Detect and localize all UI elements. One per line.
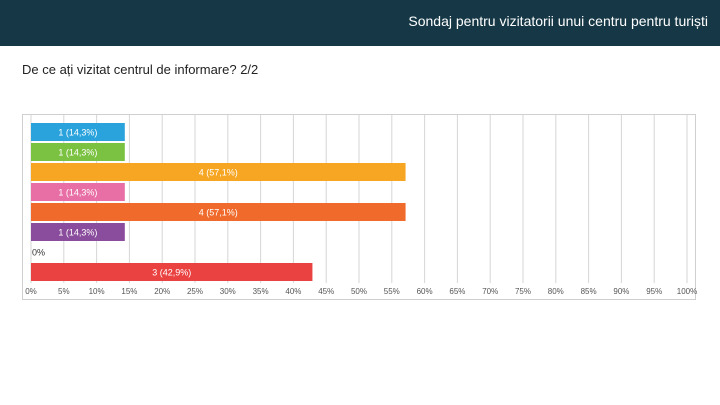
x-tick-label: 55% xyxy=(384,287,400,296)
x-tick-label: 10% xyxy=(89,287,105,296)
header-title: Sondaj pentru vizitatorii unui centru pe… xyxy=(408,13,708,29)
bar xyxy=(31,223,125,241)
bar-data-label: 1 (14,3%) xyxy=(58,128,97,138)
x-tick-label: 15% xyxy=(121,287,137,296)
bar-chart: 0% 5% 10% 15% 20% 25% 30% 35% 40% 45% 50% 55% 60% 65%… xyxy=(25,115,697,296)
x-tick-label: 60% xyxy=(417,287,433,296)
x-tick-label: 100% xyxy=(677,287,697,296)
bar xyxy=(31,183,125,201)
bar-data-label: 1 (14,3%) xyxy=(58,228,97,238)
header-bar: Sondaj pentru vizitatorii unui centru pe… xyxy=(0,0,720,46)
x-tick-label: 25% xyxy=(187,287,203,296)
x-tick-label: 90% xyxy=(613,287,629,296)
x-tick-label: 35% xyxy=(253,287,269,296)
x-tick-label: 70% xyxy=(482,287,498,296)
bar xyxy=(31,123,125,141)
bar xyxy=(31,203,406,221)
x-tick-label: 85% xyxy=(581,287,597,296)
bar-data-label: 0% xyxy=(32,248,45,258)
x-tick-label: 80% xyxy=(548,287,564,296)
x-tick-label: 75% xyxy=(515,287,531,296)
bar-data-label: 1 (14,3%) xyxy=(58,188,97,198)
x-tick-label: 65% xyxy=(449,287,465,296)
bar-data-label: 1 (14,3%) xyxy=(58,148,97,158)
bar-data-label: 3 (42,9%) xyxy=(152,268,191,278)
x-tick-label: 5% xyxy=(58,287,70,296)
bar-data-label: 4 (57,1%) xyxy=(199,208,238,218)
chart-frame: 0% 5% 10% 15% 20% 25% 30% 35% 40% 45% 50% 55% 60% 65%… xyxy=(22,114,697,300)
question-title: De ce ați vizitat centrul de informare? … xyxy=(22,62,259,77)
x-tick-label: 95% xyxy=(646,287,662,296)
bar xyxy=(31,263,313,281)
x-tick-label: 0% xyxy=(25,287,37,296)
x-tick-label: 40% xyxy=(285,287,301,296)
x-tick-label: 30% xyxy=(220,287,236,296)
bar xyxy=(31,163,406,181)
x-tick-label: 45% xyxy=(318,287,334,296)
x-tick-label: 20% xyxy=(154,287,170,296)
bar-data-label: 4 (57,1%) xyxy=(199,168,238,178)
bar xyxy=(31,143,125,161)
x-tick-label: 50% xyxy=(351,287,367,296)
